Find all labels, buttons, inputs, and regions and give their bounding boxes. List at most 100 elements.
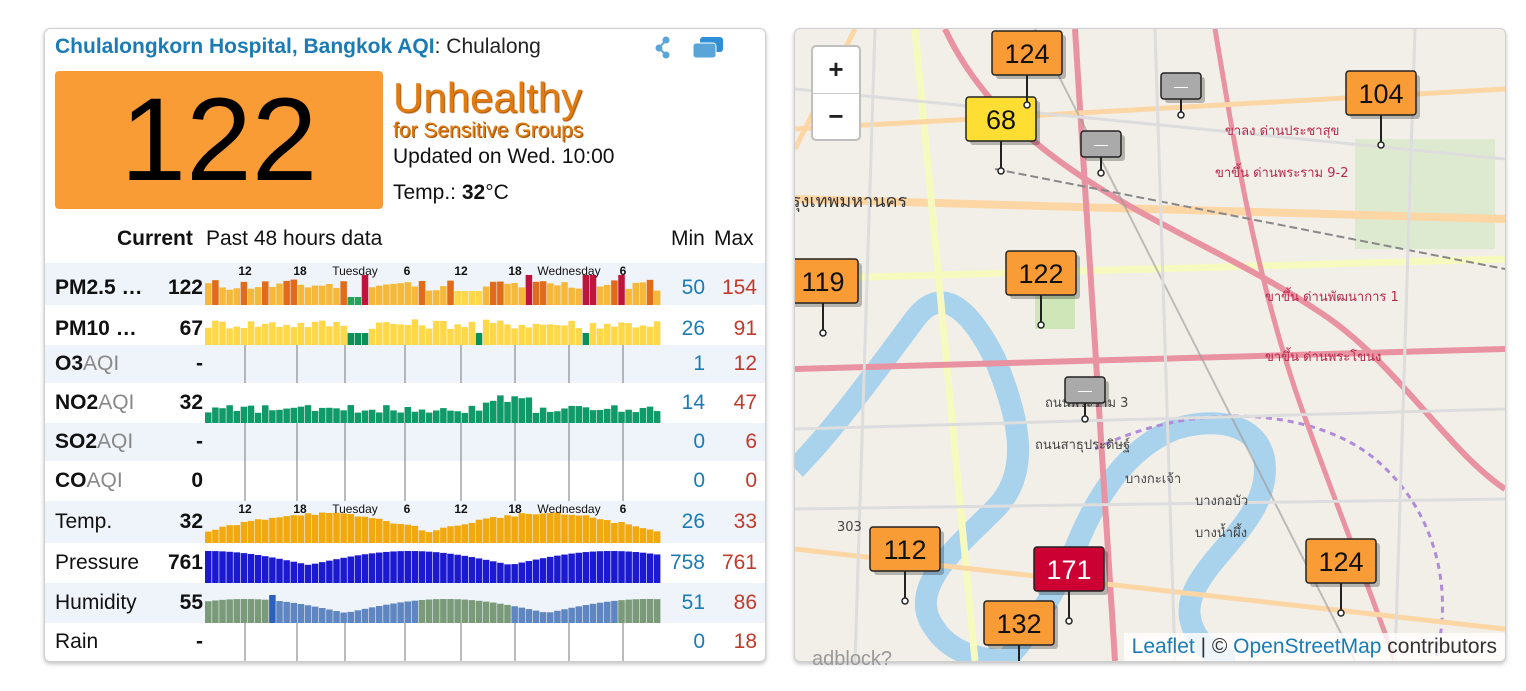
station-marker[interactable]: 119: [795, 258, 862, 337]
station-marker[interactable]: 68: [965, 96, 1040, 175]
station-marker[interactable]: 122: [1005, 250, 1080, 329]
time-tick: Tuesday: [332, 502, 378, 516]
row-label: PM2.5 …: [55, 276, 143, 299]
row-label: PM10 …: [55, 317, 137, 340]
row-label: Humidity: [55, 591, 137, 614]
time-tick: 18: [508, 264, 522, 278]
aqi-value: 122: [120, 74, 318, 206]
time-tick: Tuesday: [332, 264, 378, 278]
sparkline-hum[interactable]: [205, 583, 661, 623]
sparkline-temp[interactable]: 12 18 Tuesday 6 12 18 Wednesday 6: [205, 501, 661, 543]
stations-map[interactable]: รุงเทพมหานคร ขาลง ด่านประชาสุขขาขึ้น ด่าน…: [794, 28, 1506, 662]
svg-text:—: —: [1174, 78, 1188, 94]
row-max: 86: [733, 591, 757, 614]
time-tick: 6: [404, 502, 411, 516]
sparkline-pres[interactable]: [205, 543, 661, 583]
map-place-label: บางน้ำผึ้ง: [1195, 523, 1247, 541]
map-place-label: บางกอบัว: [1195, 494, 1248, 509]
row-max: 12: [733, 352, 757, 375]
row-min: 51: [681, 591, 705, 614]
row-label: Pressure: [55, 551, 140, 574]
temp-unit: °C: [485, 181, 509, 204]
station-subtitle: Chulalong: [446, 35, 541, 58]
station-marker[interactable]: —: [1160, 72, 1205, 119]
station-title-link[interactable]: Chulalongkorn Hospital, Bangkok AQI: [55, 35, 435, 58]
updated-time: Updated on Wed. 10:00: [393, 145, 615, 168]
table-row: PM10 … 67 26 91: [45, 305, 765, 345]
map-place-label: บางกะเจ้า: [1125, 472, 1181, 487]
row-min: 0: [693, 630, 705, 653]
map-attribution: Leaflet | © OpenStreetMap contributors: [1123, 633, 1505, 661]
row-max: 91: [733, 317, 757, 340]
col-min: Min: [671, 227, 705, 250]
time-tick: Wednesday: [537, 502, 600, 516]
row-min: 0: [693, 430, 705, 453]
station-marker[interactable]: —: [1064, 376, 1109, 423]
zoom-control[interactable]: + −: [811, 45, 861, 141]
row-current: 761: [167, 551, 203, 574]
sparkline-pm25[interactable]: 12 18 Tuesday 6 12 18 Wednesday 6: [205, 263, 661, 305]
map-place-label: ขาขึ้น ด่านพระราม 9-2: [1215, 163, 1348, 181]
share-icon[interactable]: [651, 35, 677, 59]
svg-text:—: —: [1078, 382, 1092, 398]
sparkline-no2[interactable]: [205, 383, 661, 423]
row-max: 0: [745, 469, 757, 492]
map-place-label: ขาขึ้น ด่านพระโขนง: [1265, 347, 1381, 365]
adblock-text: adblock?: [812, 648, 893, 670]
row-current: 0: [191, 469, 203, 492]
row-min: 26: [681, 510, 705, 533]
col-past: Past 48 hours data: [206, 227, 383, 250]
sparkline-blank[interactable]: [205, 623, 661, 661]
row-min: 758: [669, 551, 705, 574]
svg-text:124: 124: [1004, 39, 1049, 69]
osm-link[interactable]: OpenStreetMap: [1233, 635, 1382, 658]
station-marker[interactable]: —: [1080, 130, 1125, 177]
row-current: -: [196, 430, 203, 453]
table-row: Rain - 0 18: [45, 623, 765, 661]
station-marker[interactable]: 112: [869, 526, 944, 605]
table-row: SO2AQI - 0 6: [45, 423, 765, 461]
row-max: 154: [721, 276, 757, 299]
station-marker[interactable]: 171: [1033, 546, 1108, 625]
aqi-level-sub: for Sensitive Groups: [393, 119, 584, 142]
station-marker[interactable]: 124: [1305, 538, 1380, 617]
map-place-label: รุงเทพมหานคร: [795, 191, 908, 212]
row-max: 6: [745, 430, 757, 453]
row-label: SO2AQI: [55, 430, 134, 453]
svg-text:132: 132: [996, 609, 1041, 639]
table-row: Pressure 761 758 761: [45, 543, 765, 583]
row-label: NO2AQI: [55, 391, 135, 414]
station-marker[interactable]: 132: [983, 600, 1058, 661]
time-tick: 18: [508, 502, 522, 516]
leaflet-link[interactable]: Leaflet: [1131, 635, 1195, 658]
sparkline-blank[interactable]: [205, 461, 661, 501]
row-min: 0: [693, 469, 705, 492]
station-marker[interactable]: 124: [991, 30, 1066, 109]
map-place-label: ขาขึ้น ด่านพัฒนาการ 1: [1265, 287, 1399, 305]
sparkline-blank[interactable]: [205, 345, 661, 383]
row-max: 761: [721, 551, 757, 574]
station-marker[interactable]: 104: [1345, 70, 1420, 149]
windows-icon[interactable]: [691, 35, 725, 59]
zoom-in-button[interactable]: +: [813, 47, 859, 94]
row-current: 32: [179, 391, 203, 414]
row-label: Temp.: [55, 510, 113, 533]
zoom-out-button[interactable]: −: [828, 101, 844, 131]
svg-text:68: 68: [986, 105, 1016, 135]
table-row: COAQI 0 0 0: [45, 461, 765, 501]
svg-text:122: 122: [1018, 259, 1063, 289]
temp-label: Temp.:: [393, 181, 457, 204]
row-max: 18: [733, 630, 757, 653]
sparkline-pm10[interactable]: [205, 305, 661, 345]
row-max: 33: [733, 510, 757, 533]
row-label: Rain: [55, 630, 99, 653]
row-current: 55: [179, 591, 203, 614]
sparkline-blank[interactable]: [205, 423, 661, 461]
time-tick: 12: [454, 264, 468, 278]
map-place-label: ขาลง ด่านประชาสุข: [1225, 124, 1339, 139]
row-current: 122: [167, 276, 203, 299]
row-current: 32: [179, 510, 203, 533]
